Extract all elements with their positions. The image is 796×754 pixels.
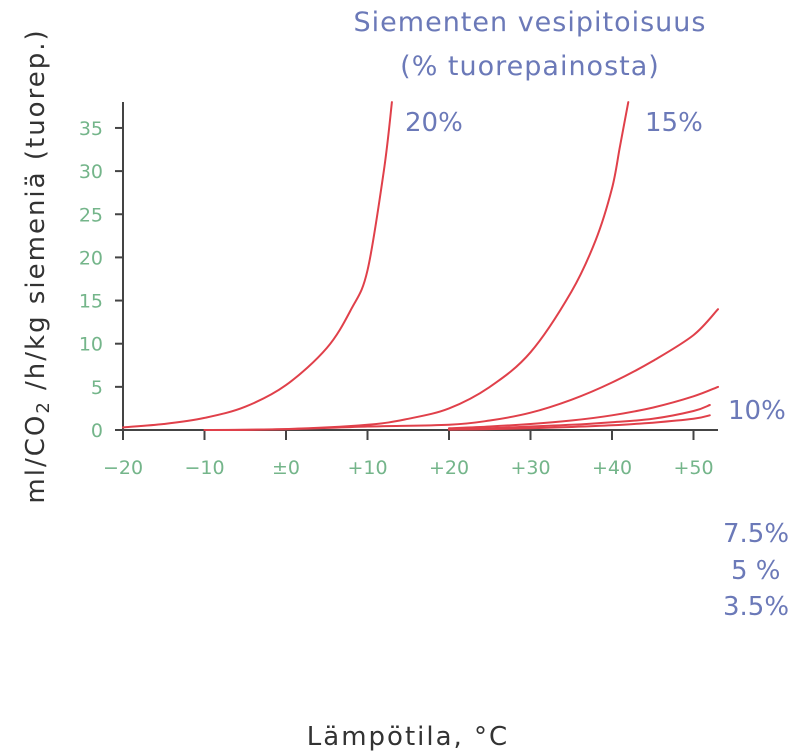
y-axis-label-subscript: 2 xyxy=(33,400,54,413)
y-tick-label: 30 xyxy=(79,161,103,183)
x-tick-label: −20 xyxy=(103,457,143,479)
series-label: 5 % xyxy=(731,556,781,586)
y-tick-label: 35 xyxy=(79,118,103,140)
series-label: 15% xyxy=(645,108,703,138)
x-axis-ticks: −20 −10 ±0 +10 +20 +30 +40 +50 xyxy=(103,430,714,479)
series-label: 10% xyxy=(728,396,786,426)
series-line xyxy=(122,101,393,429)
series-line xyxy=(203,308,719,431)
x-tick-label: +20 xyxy=(429,457,469,479)
chart-title-line-2: (% tuorepainosta) xyxy=(400,51,660,82)
y-axis-label-rest: /h/kg siemeniä (tuorep.) xyxy=(21,28,51,400)
x-tick-label: −10 xyxy=(184,457,224,479)
y-tick-label: 25 xyxy=(79,204,103,226)
x-tick-label: +40 xyxy=(592,457,632,479)
x-axis-label: Lämpötila, °C xyxy=(307,722,509,752)
y-tick-label: 15 xyxy=(79,291,103,313)
series-line xyxy=(203,101,630,431)
series-label: 20% xyxy=(405,108,463,138)
series-label: 3.5% xyxy=(723,592,789,622)
x-tick-label: +30 xyxy=(510,457,550,479)
series-labels: 20% 15% 10% 7.5% 5 % 3.5% xyxy=(405,108,789,622)
x-tick-label: +50 xyxy=(673,457,713,479)
series-line xyxy=(448,414,711,431)
y-tick-label: 10 xyxy=(79,334,103,356)
series-line xyxy=(448,385,719,430)
x-tick-label: ±0 xyxy=(272,457,300,479)
y-tick-label: 0 xyxy=(91,420,103,442)
series-line xyxy=(448,404,711,431)
chart-title-line-1: Siementen vesipitoisuus xyxy=(354,7,707,38)
y-tick-label: 20 xyxy=(79,247,103,269)
y-axis-label: ml/CO2 /h/kg siemeniä (tuorep.) xyxy=(21,28,54,503)
x-tick-label: +10 xyxy=(347,457,387,479)
series-label: 7.5% xyxy=(723,519,789,549)
y-axis-ticks: 0 5 10 15 20 25 30 35 xyxy=(79,118,123,442)
y-tick-label: 5 xyxy=(91,377,103,399)
series-curves xyxy=(122,101,719,431)
y-axis-label-main: ml/CO xyxy=(21,414,51,504)
